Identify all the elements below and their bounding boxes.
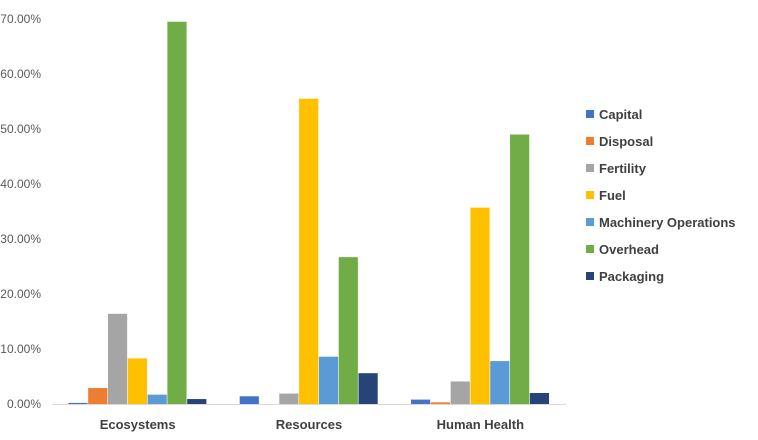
bar-fuel [127, 358, 147, 404]
y-tick-label: 10.00% [0, 342, 41, 356]
bar-machinery-operations [490, 361, 510, 404]
legend-swatch [586, 110, 594, 118]
legend-swatch [586, 218, 594, 226]
bar-packaging [358, 373, 378, 404]
x-category-label: Resources [276, 417, 342, 432]
legend-label: Overhead [599, 242, 659, 257]
y-tick-label: 50.00% [0, 122, 41, 136]
legend-swatch [586, 164, 594, 172]
legend-label: Fertility [599, 161, 647, 176]
bar-overhead [510, 134, 530, 404]
bar-fuel [299, 98, 319, 404]
bar-machinery-operations [147, 394, 167, 404]
bar-machinery-operations [318, 356, 339, 404]
bar-fertility [450, 381, 470, 404]
legend: Capital Disposal Fertility Fuel Machinery Op… [586, 107, 736, 284]
y-tick-label: 20.00% [0, 287, 41, 301]
y-tick-label: 40.00% [0, 177, 41, 191]
bar-fertility [107, 313, 128, 404]
bar-capital [239, 396, 259, 404]
bar-overhead [167, 21, 187, 404]
bar-overhead [338, 257, 358, 404]
bar-packaging [529, 393, 550, 404]
bar-fertility [279, 393, 299, 404]
bar-packaging [187, 399, 207, 404]
legend-swatch [586, 245, 594, 253]
legend-swatch [586, 137, 594, 145]
y-tick-label: 60.00% [0, 67, 41, 81]
x-category-label: Ecosystems [100, 417, 176, 432]
legend-swatch [586, 191, 594, 199]
y-tick-label: 30.00% [0, 232, 41, 246]
y-tick-label: 70.00% [0, 12, 41, 26]
legend-label: Capital [599, 107, 642, 122]
legend-swatch [586, 272, 594, 280]
bar-capital [411, 399, 431, 404]
bar-capital [68, 402, 88, 404]
axis-layer: 0.00% 10.00% 20.00% 30.00% 40.00% 50.00% 60.00… [0, 12, 566, 432]
y-tick-label: 0.00% [7, 397, 41, 411]
bars-layer [68, 21, 550, 404]
bar-disposal [430, 402, 451, 404]
legend-label: Disposal [599, 134, 653, 149]
legend-label: Packaging [599, 269, 664, 284]
legend-label: Fuel [599, 188, 626, 203]
bar-fuel [470, 207, 490, 404]
x-category-label: Human Health [437, 417, 524, 432]
bar-disposal [88, 388, 108, 404]
legend-label: Machinery Operations [599, 215, 736, 230]
